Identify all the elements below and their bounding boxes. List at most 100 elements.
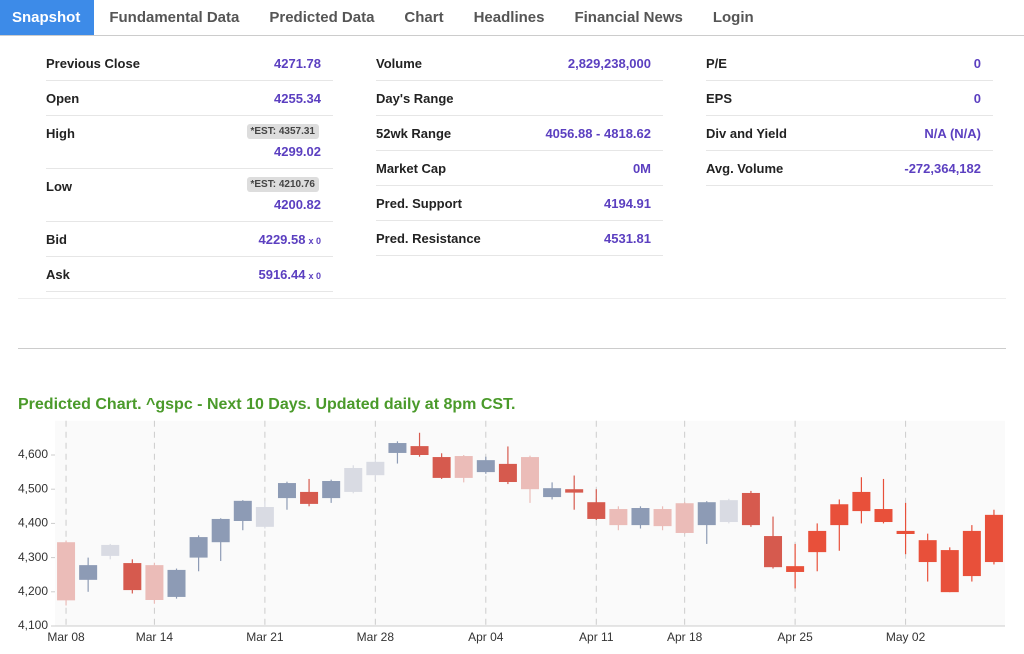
candle-body <box>277 483 296 499</box>
candle-body <box>764 536 783 568</box>
value: 4531.81 <box>604 231 651 246</box>
value-text: 4255.34 <box>274 91 321 106</box>
candle-body <box>587 502 606 519</box>
candle-body <box>962 530 981 577</box>
value: 4271.78 <box>274 56 321 71</box>
candle-body <box>145 565 164 601</box>
candle-body <box>454 456 473 478</box>
candle-body <box>211 518 230 543</box>
label: High <box>46 126 75 141</box>
info-row: Avg. Volume -272,364,182 <box>706 151 993 186</box>
info-row: Ask 5916.44 x 0 <box>46 257 333 292</box>
candle-body <box>896 530 915 535</box>
label: Ask <box>46 267 70 282</box>
tab[interactable]: Snapshot <box>0 0 95 35</box>
candle-body <box>830 504 849 526</box>
candle-body <box>410 446 429 455</box>
candle-body <box>631 508 650 526</box>
value-text: 4056.88 - 4818.62 <box>545 126 651 141</box>
label: 52wk Range <box>376 126 452 141</box>
label: Volume <box>376 56 422 71</box>
plot-background <box>55 420 1005 626</box>
y-tick-label: 4,300 <box>18 550 48 564</box>
divider <box>18 298 1006 299</box>
info-row: P/E 0 <box>706 46 993 81</box>
value: 0 <box>974 56 981 71</box>
candle-body <box>300 491 319 504</box>
value-text: 4271.78 <box>274 56 321 71</box>
value: N/A (N/A) <box>924 126 981 141</box>
info-row: 52wk Range 4056.88 - 4818.62 <box>376 116 663 151</box>
label: Bid <box>46 232 67 247</box>
candle-body <box>543 488 562 498</box>
value-text: 0 <box>973 91 981 106</box>
x-tick-label: Apr 04 <box>468 630 504 644</box>
candle-body <box>741 492 760 526</box>
y-tick-label: 4,500 <box>18 481 48 495</box>
info-row: High *EST: 4357.31 4299.02 <box>46 116 333 169</box>
tab-bar: Snapshot Fundamental Data Predicted Data Ch… <box>0 0 1024 36</box>
candle-body <box>719 500 738 523</box>
candle-body <box>565 489 584 493</box>
value-text: 4531.81 <box>604 231 651 246</box>
y-tick-label: 4,400 <box>18 516 48 530</box>
candle-body <box>874 509 893 523</box>
candle-body <box>101 544 120 556</box>
y-tick-label: 4,100 <box>18 618 48 632</box>
label: Previous Close <box>46 56 140 71</box>
value-text: 4299.02 <box>274 144 321 159</box>
x-tick-label: Apr 25 <box>777 630 813 644</box>
info-row: Bid 4229.58 x 0 <box>46 222 333 257</box>
value-text: -272,364,182 <box>904 161 981 176</box>
info-row: Pred. Resistance 4531.81 <box>376 221 663 256</box>
value: 4229.58 x 0 <box>258 232 321 247</box>
value: 2,829,238,000 <box>568 56 651 71</box>
value-text: 4229.58 <box>258 232 306 247</box>
tab[interactable]: Financial News <box>574 9 683 26</box>
value-text: 4200.82 <box>274 197 321 212</box>
value-text: 0 <box>973 56 981 71</box>
candle-body <box>57 542 76 601</box>
y-tick-label: 4,600 <box>18 447 48 461</box>
x-tick-label: Mar 14 <box>136 630 174 644</box>
label: Low <box>46 179 72 194</box>
value: 0M <box>633 161 651 176</box>
candle-body <box>984 514 1003 563</box>
tab[interactable]: Predicted Data <box>269 9 375 26</box>
value: -272,364,182 <box>904 161 981 176</box>
label: Market Cap <box>376 161 447 176</box>
candle-body <box>255 506 274 527</box>
x-tick-label: Apr 18 <box>667 630 703 644</box>
info-column: P/E 0 EPS 0 Div and Yield N/A (N/A) Avg. Volum… <box>706 46 993 186</box>
value-text: 5916.44 <box>258 267 306 282</box>
divider <box>18 348 1006 349</box>
value-text: 4194.91 <box>604 196 651 211</box>
candle-body <box>167 569 186 597</box>
x-tick-label: May 02 <box>886 630 926 644</box>
candle-body <box>918 540 937 563</box>
candle-body <box>123 563 142 591</box>
info-row: Previous Close 4271.78 <box>46 46 333 81</box>
label: P/E <box>706 56 727 71</box>
info-row: EPS 0 <box>706 81 993 116</box>
estimate-badge: *EST: 4357.31 <box>246 124 319 139</box>
x-tick-label: Mar 21 <box>246 630 284 644</box>
candle-body <box>609 509 628 526</box>
tab[interactable]: Headlines <box>473 9 545 26</box>
tab[interactable]: Login <box>712 9 754 26</box>
tab[interactable]: Chart <box>404 9 444 26</box>
candle-body <box>476 460 495 473</box>
candle-body <box>697 502 716 526</box>
x-tick-label: Apr 11 <box>579 630 614 644</box>
value: 4299.02 <box>274 144 321 159</box>
candle-body <box>79 565 98 580</box>
info-row: Volume 2,829,238,000 <box>376 46 663 81</box>
info-row: Day's Range <box>376 81 663 116</box>
info-row: Div and Yield N/A (N/A) <box>706 116 993 151</box>
tab[interactable]: Fundamental Data <box>109 9 240 26</box>
value: 4200.82 <box>274 197 321 212</box>
value: 5916.44 x 0 <box>258 267 321 282</box>
candle-body <box>940 550 959 593</box>
value: 4255.34 <box>274 91 321 106</box>
suffix: x 0 <box>308 271 321 281</box>
